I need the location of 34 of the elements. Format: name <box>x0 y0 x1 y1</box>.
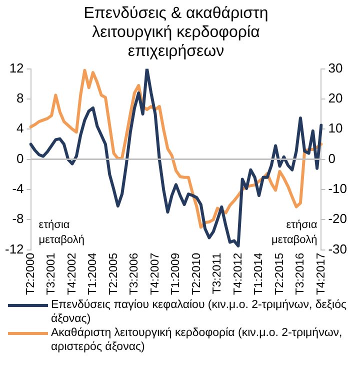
y-tick-label: 12 <box>9 60 24 76</box>
y2-tick-label: 20 <box>328 90 343 106</box>
chart-title: Επενδύσεις & ακαθάριστη λειτουργική κερδοφορία επιχειρήσεων <box>82 4 270 60</box>
x-tick-label: T4:2017 <box>315 252 328 296</box>
legend-label: Ακαθάριστη λειτουργική κερδοφορία (κιν.μ.ο. 2-τριμήνων, αριστερός άξονας) <box>51 326 344 354</box>
y2-tick-label: 0 <box>328 150 336 166</box>
x-tick-label: T2:2015 <box>274 252 286 296</box>
x-tick-label: T2:2005 <box>108 252 120 296</box>
y2-tick-label: -20 <box>328 211 348 226</box>
annotation: ετήσια μεταβολή <box>38 218 84 246</box>
legend-label: Επενδύσεις παγίου κεφαλαίου (κιν.μ.ο. 2-τριμήνων, δεξιός άξονας) <box>51 298 348 326</box>
x-tick-label: T3:2001 <box>46 252 58 296</box>
y-tick-label: 0 <box>16 150 24 166</box>
x-tick-label: T1:2014 <box>253 252 266 296</box>
x-tick-label: T3:2016 <box>294 252 307 296</box>
y-tick-label: -12 <box>4 241 24 256</box>
x-tick-label: T4:2002 <box>66 252 78 296</box>
y2-tick-label: -10 <box>328 181 348 196</box>
y2-tick-label: 10 <box>328 120 343 136</box>
y-tick-label: -4 <box>12 181 24 196</box>
x-tick-label: T1:2004 <box>87 252 100 296</box>
y2-tick-label: -30 <box>328 241 348 256</box>
annotation: ετήσια μεταβολή <box>272 218 318 246</box>
y2-tick-label: 30 <box>328 60 343 76</box>
x-tick-label: T3:2006 <box>128 252 141 296</box>
y-tick-label: 8 <box>16 90 24 106</box>
x-tick-label: T2:2000 <box>24 252 37 296</box>
x-tick-label: T2:2010 <box>190 252 203 296</box>
x-tick-label: T4:2012 <box>232 252 244 296</box>
x-tick-label: T3:2011 <box>212 252 224 294</box>
y-tick-label: 4 <box>16 120 24 136</box>
x-tick-label: T1:2009 <box>170 252 182 296</box>
x-tick-label: T4:2007 <box>149 252 162 296</box>
y-tick-label: -8 <box>12 211 24 226</box>
